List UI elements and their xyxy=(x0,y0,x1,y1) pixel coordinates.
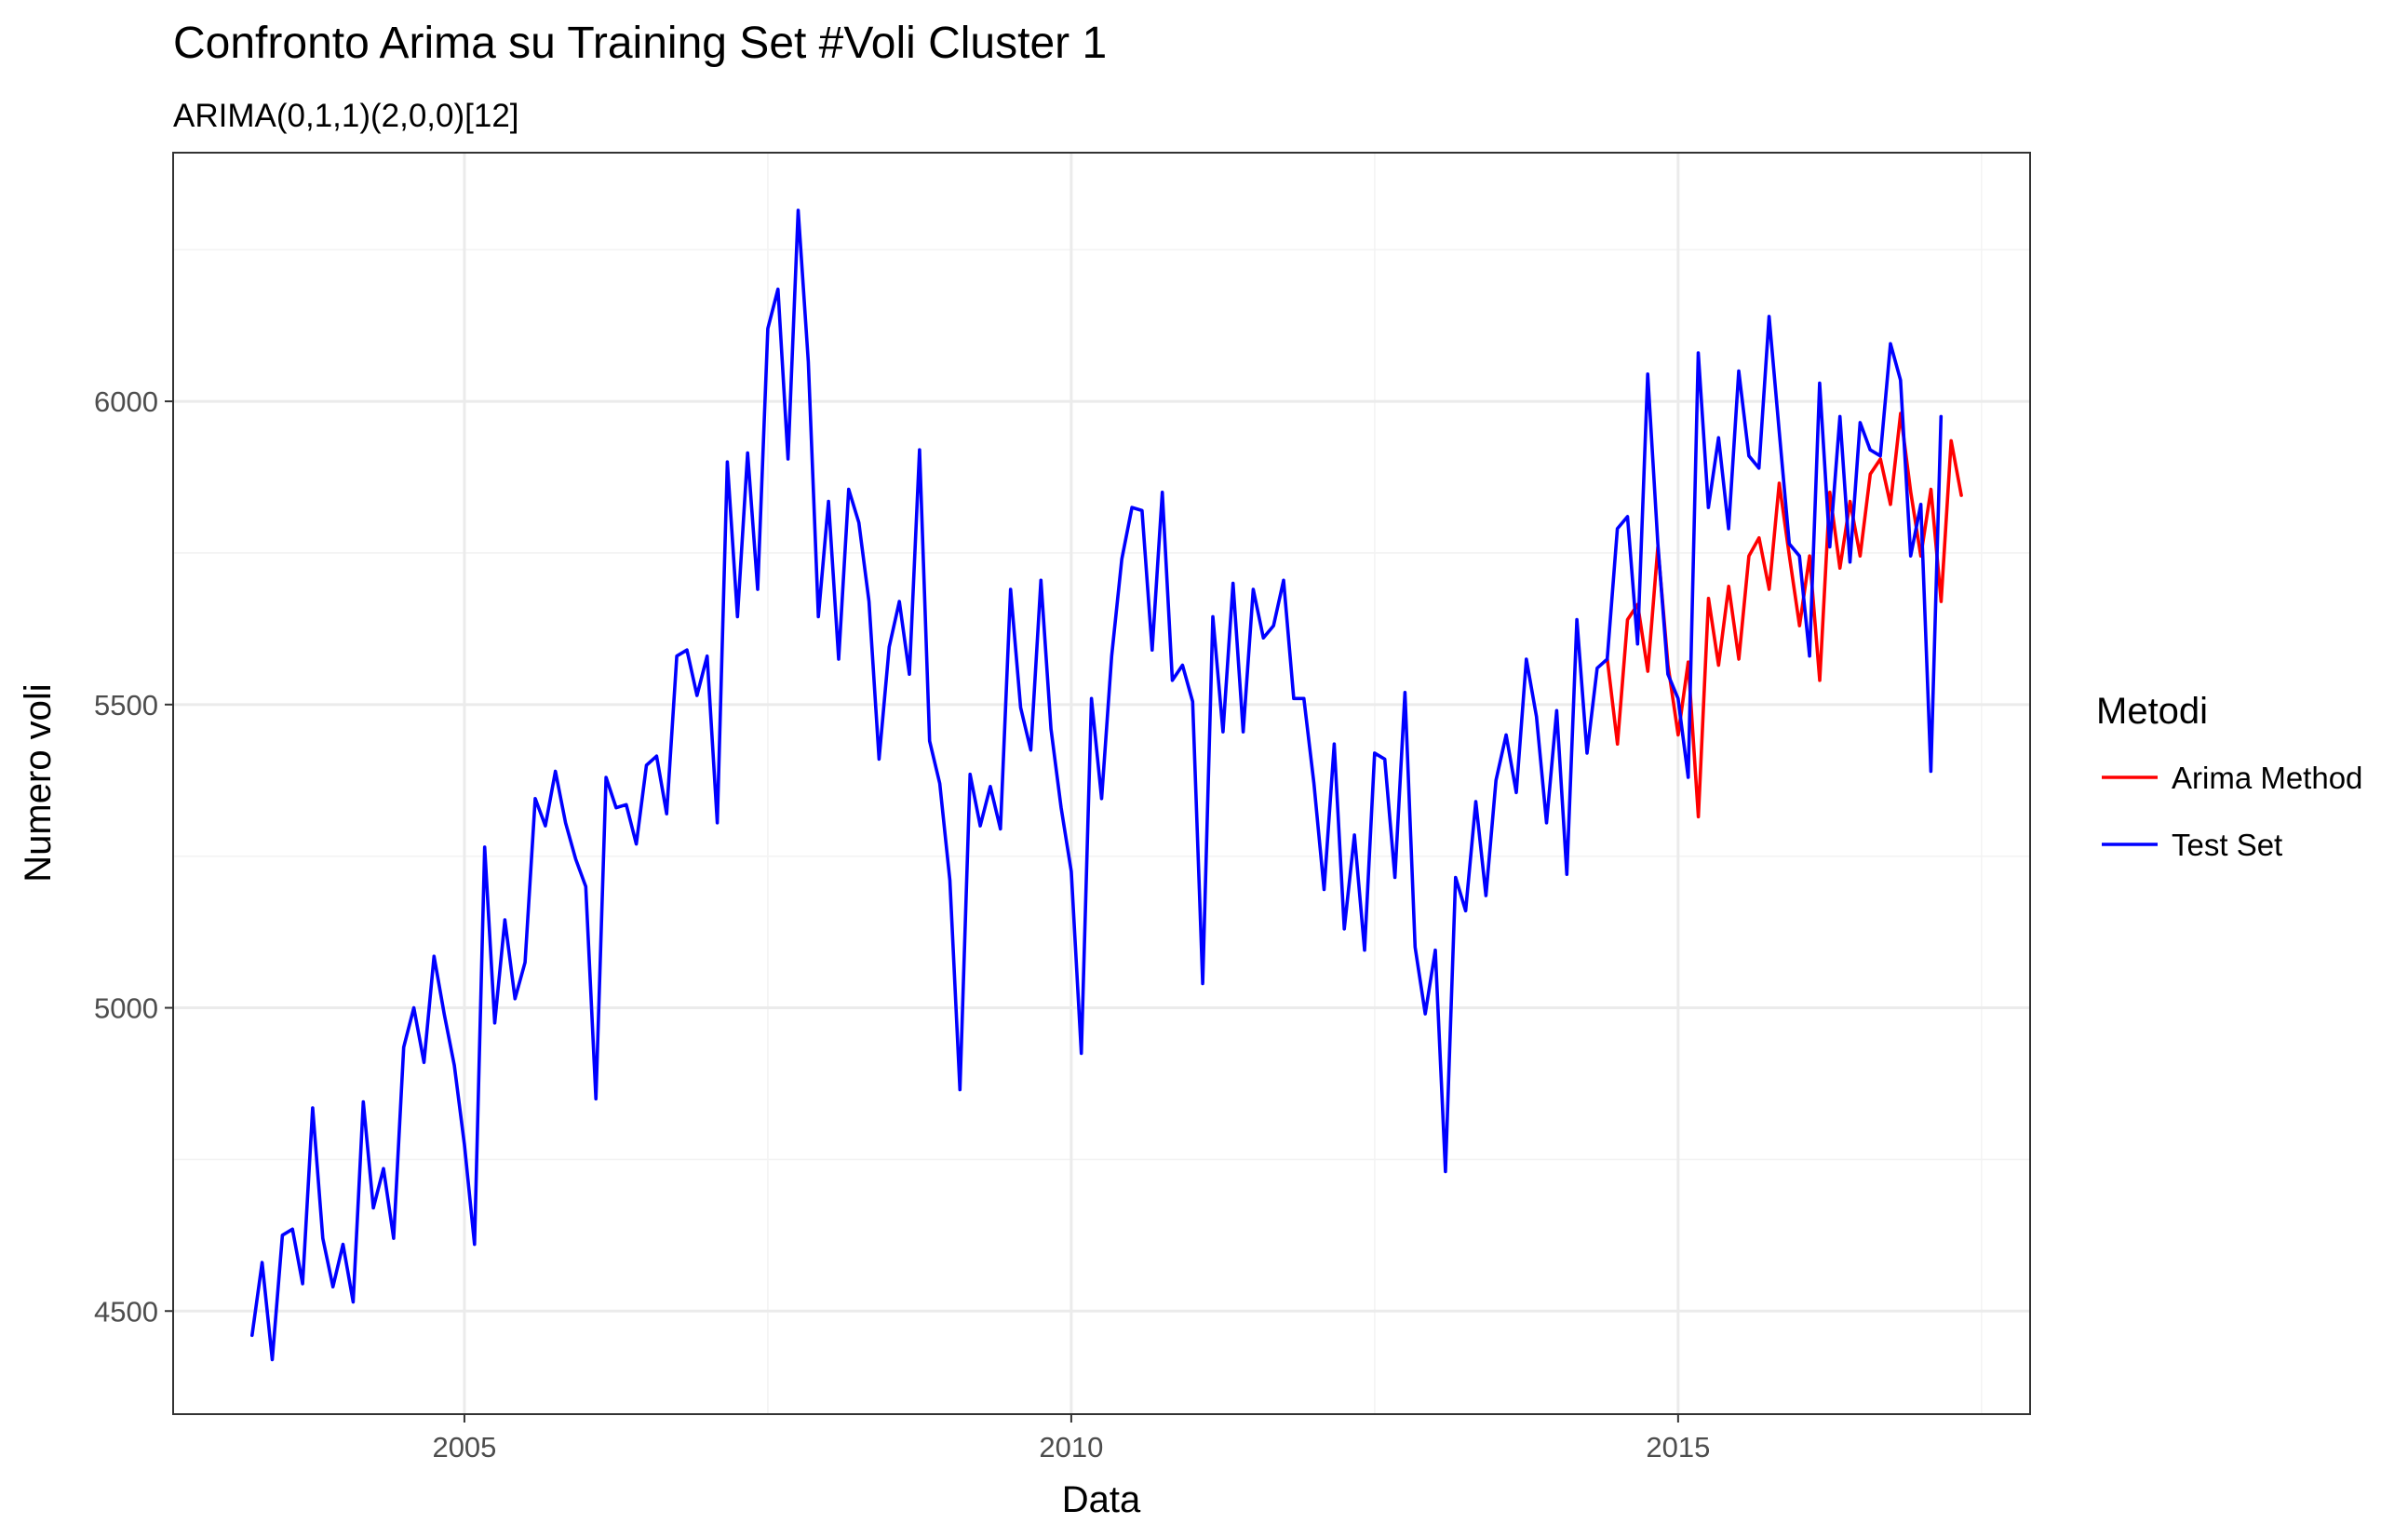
series-line-test-set xyxy=(249,209,1944,1362)
legend-title: Metodi xyxy=(2096,691,2208,732)
y-tick-label: 6000 xyxy=(94,385,158,418)
y-axis-title: Numero voli xyxy=(18,683,59,882)
plot-panel-border xyxy=(172,152,2031,1415)
legend-label-arima-method: Arima Method xyxy=(2172,761,2362,795)
chart-subtitle: ARIMA(0,1,1)(2,0,0)[12] xyxy=(173,98,519,134)
x-axis: 2005 2010 2015 xyxy=(432,1414,1710,1463)
y-tick-label: 5500 xyxy=(94,689,158,722)
x-tick-label: 2010 xyxy=(1039,1431,1103,1463)
y-tick-label: 4500 xyxy=(94,1295,158,1328)
series-layer xyxy=(249,209,1963,1362)
x-axis-title: Data xyxy=(1062,1479,1141,1520)
legend-label-test-set: Test Set xyxy=(2172,828,2282,862)
y-axis: 4500 5000 5500 6000 xyxy=(94,385,173,1328)
x-tick-label: 2015 xyxy=(1646,1431,1710,1463)
legend: Metodi Arima Method Test Set xyxy=(2096,691,2362,862)
major-gridlines xyxy=(173,153,2030,1414)
y-tick-label: 5000 xyxy=(94,992,158,1025)
x-tick-label: 2005 xyxy=(432,1431,496,1463)
chart-title: Confronto Arima su Training Set #Voli Cl… xyxy=(173,19,1107,68)
